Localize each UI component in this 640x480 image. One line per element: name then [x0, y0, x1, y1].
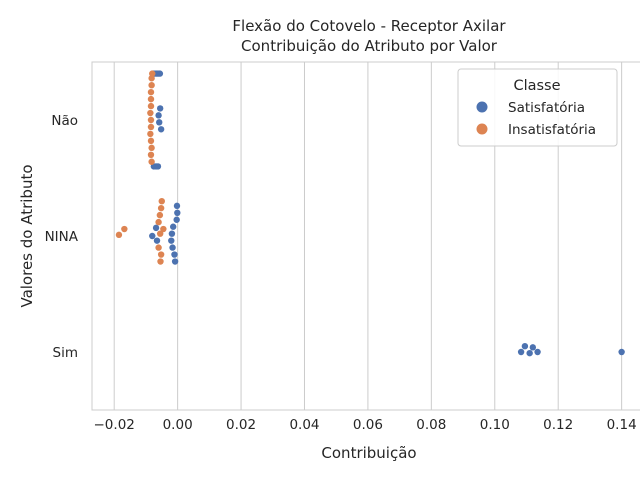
data-point	[147, 116, 155, 124]
data-point	[173, 202, 181, 210]
data-points	[115, 70, 625, 357]
data-point	[155, 112, 162, 119]
data-point	[148, 158, 155, 165]
data-point	[153, 237, 161, 244]
data-point	[147, 88, 155, 96]
legend-box	[457, 68, 618, 147]
data-point	[156, 70, 164, 77]
data-point	[157, 258, 164, 265]
data-point	[171, 251, 178, 258]
x-tick-label: 0.08	[416, 417, 446, 433]
x-tick-label: 0.04	[289, 417, 319, 433]
data-point	[147, 102, 155, 110]
data-point	[147, 151, 155, 158]
x-tick-label: 0.14	[607, 417, 637, 433]
chart-title-line-1: Flexão do Cotovelo - Receptor Axilar	[232, 17, 506, 35]
data-point	[155, 244, 162, 251]
legend-marker	[476, 101, 488, 113]
data-point	[152, 224, 160, 232]
legend-entries: Satisfatória Insatisfatória	[476, 100, 596, 138]
data-point	[158, 198, 165, 205]
x-tick-label: 0.10	[480, 417, 510, 433]
data-point	[157, 251, 165, 258]
data-point	[121, 225, 128, 233]
data-point	[148, 82, 155, 89]
legend-label: Satisfatória	[508, 100, 585, 116]
legend-marker	[476, 123, 488, 135]
chart-title: Flexão do Cotovelo - Receptor Axilar Con…	[232, 17, 506, 55]
data-point	[618, 348, 625, 356]
data-point	[156, 105, 164, 112]
data-point	[155, 218, 162, 226]
plot-area	[91, 61, 640, 411]
data-point	[529, 344, 537, 351]
data-point	[168, 237, 175, 244]
y-axis-ticks: Não NINA Sim	[45, 113, 79, 361]
data-point	[147, 95, 155, 103]
y-tick-label: NINA	[45, 229, 79, 245]
data-point	[534, 348, 541, 356]
data-point	[157, 204, 165, 212]
y-axis-label: Valores do Atributo	[18, 164, 36, 307]
chart-title-line-2: Contribuição do Atributo por Valor	[241, 37, 498, 55]
y-tick-label: Sim	[53, 345, 78, 361]
legend-label: Insatisfatória	[508, 122, 596, 138]
x-axis-label: Contribuição	[321, 444, 416, 462]
data-point	[147, 137, 155, 145]
data-point	[168, 230, 176, 237]
data-point	[147, 123, 155, 131]
data-point	[160, 225, 167, 233]
data-point	[521, 343, 529, 350]
data-point	[157, 126, 165, 133]
data-point	[156, 230, 164, 237]
x-axis-ticks: −0.02 0.00 0.02 0.04 0.06 0.08 0.10 0.12 0.14	[94, 417, 637, 433]
data-point	[115, 231, 123, 239]
x-tick-label: −0.02	[94, 417, 135, 433]
x-tick-label: 0.06	[353, 417, 383, 433]
data-point	[148, 144, 155, 152]
data-point	[517, 348, 525, 356]
data-point	[169, 223, 177, 230]
series-Insatisfatória	[115, 70, 167, 265]
data-point	[148, 75, 155, 82]
legend-title: Classe	[513, 78, 560, 94]
legend: Classe Satisfatória Insatisfatória	[457, 68, 618, 147]
x-tick-label: 0.02	[226, 417, 256, 433]
data-point	[526, 349, 533, 357]
data-point	[154, 163, 162, 170]
data-point	[169, 244, 176, 251]
data-point	[156, 211, 164, 219]
data-point	[149, 232, 156, 240]
x-tick-label: 0.00	[163, 417, 193, 433]
data-point	[147, 109, 154, 117]
data-point	[174, 209, 181, 216]
data-point	[147, 130, 154, 138]
data-point	[171, 258, 179, 265]
data-point	[156, 119, 163, 126]
x-tick-label: 0.12	[543, 417, 573, 433]
y-tick-label: Não	[51, 113, 78, 129]
data-point	[173, 216, 180, 223]
